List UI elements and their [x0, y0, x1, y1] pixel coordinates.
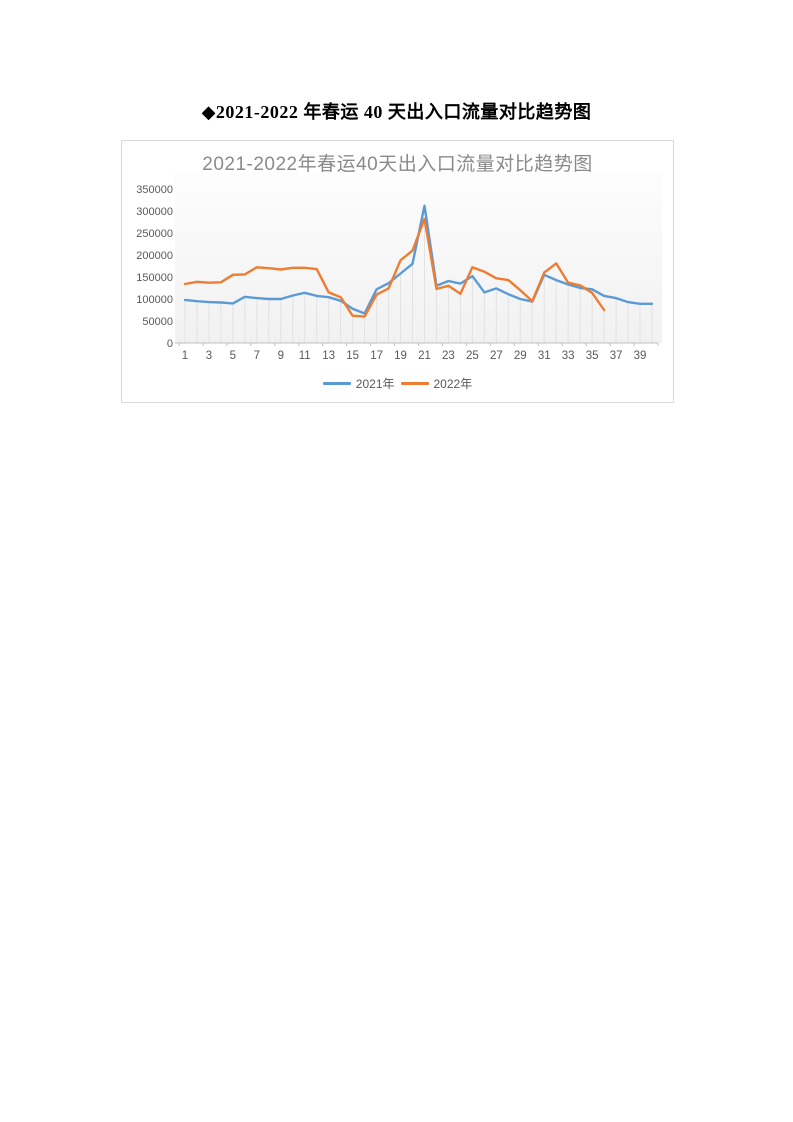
svg-text:35: 35: [586, 350, 599, 362]
svg-text:15: 15: [346, 350, 359, 362]
svg-text:39: 39: [634, 350, 647, 362]
svg-text:50000: 50000: [142, 316, 173, 328]
svg-text:27: 27: [490, 350, 503, 362]
svg-text:150000: 150000: [136, 272, 173, 284]
svg-text:33: 33: [562, 350, 575, 362]
svg-text:300000: 300000: [136, 206, 173, 218]
svg-text:17: 17: [370, 350, 383, 362]
svg-text:21: 21: [418, 350, 431, 362]
svg-text:19: 19: [394, 350, 407, 362]
legend-item-2021: 2021年: [322, 375, 395, 392]
svg-text:200000: 200000: [136, 250, 173, 262]
svg-text:23: 23: [442, 350, 455, 362]
line-chart-canvas: 0 50000 100000 150000 200000 250000 300000 3500…: [136, 173, 662, 362]
legend-label-2022: 2022年: [433, 377, 473, 391]
svg-text:29: 29: [514, 350, 527, 362]
chart-legend: 2021年 2022年: [122, 375, 673, 392]
svg-text:350000: 350000: [136, 184, 173, 196]
legend-line-2021-icon: [322, 382, 351, 385]
svg-text:31: 31: [538, 350, 551, 362]
svg-text:100000: 100000: [136, 294, 173, 306]
legend-item-2022: 2022年: [400, 375, 473, 392]
svg-text:13: 13: [322, 350, 335, 362]
legend-line-2022-icon: [400, 382, 429, 385]
svg-text:7: 7: [254, 350, 260, 362]
chart-title: 2021-2022年春运40天出入口流量对比趋势图: [202, 154, 593, 175]
svg-text:25: 25: [466, 350, 479, 362]
svg-text:37: 37: [610, 350, 623, 362]
svg-text:11: 11: [299, 350, 311, 362]
document-heading: ◆2021-2022 年春运 40 天出入口流量对比趋势图: [201, 102, 592, 122]
svg-text:5: 5: [230, 350, 236, 362]
svg-text:0: 0: [167, 338, 173, 350]
svg-text:3: 3: [206, 350, 212, 362]
svg-text:1: 1: [182, 350, 188, 362]
legend-label-2021: 2021年: [355, 377, 395, 391]
svg-text:9: 9: [278, 350, 284, 362]
svg-text:250000: 250000: [136, 228, 173, 240]
flow-trend-chart: 0 50000 100000 150000 200000 250000 300000 3500…: [121, 140, 674, 403]
